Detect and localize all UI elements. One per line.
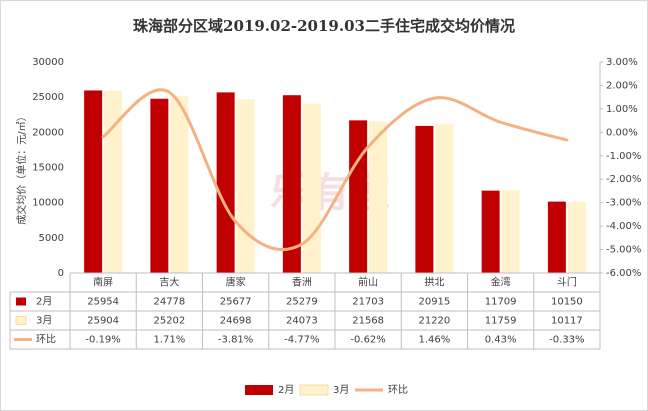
x-tick-label: 唐家 (226, 276, 246, 289)
bar (369, 121, 388, 273)
y-tick-label: 15000 (32, 163, 64, 174)
table-cell: 11709 (485, 297, 517, 308)
y-axis-label: 成交均价（单位：元/㎡） (15, 111, 28, 224)
table-cell: 25904 (87, 316, 119, 327)
y2-tick-label: -1.00% (606, 151, 641, 162)
bar (216, 92, 235, 274)
table-cell: 24698 (220, 316, 252, 327)
bar (501, 190, 520, 273)
bar (104, 90, 123, 273)
table-cell: 24073 (286, 316, 318, 327)
y2-tick-label: -5.00% (606, 245, 641, 256)
y-tick-label: 5000 (39, 233, 64, 244)
y2-tick-label: -3.00% (606, 198, 641, 209)
bar (84, 90, 103, 273)
table-cell: 1.71% (153, 335, 185, 346)
table-cell: 21703 (352, 297, 384, 308)
table-cell: 24778 (153, 297, 185, 308)
y2-tick-label: 1.00% (606, 104, 638, 115)
x-tick-label: 吉大 (159, 276, 179, 289)
legend-key (245, 385, 273, 395)
table-legend-key (16, 297, 26, 306)
legend-label: 2月 (278, 384, 294, 396)
table-cell: 1.46% (418, 335, 450, 346)
x-tick-label: 香洲 (292, 277, 312, 289)
table-row-label: 环比 (36, 334, 56, 346)
legend-label: 环比 (388, 384, 408, 396)
bar (302, 103, 321, 273)
x-tick-label: 南屏 (93, 276, 113, 289)
bar (236, 99, 255, 273)
legend-key (299, 384, 329, 396)
y-tick-label: 10000 (32, 198, 64, 209)
table-cell: 25677 (220, 297, 252, 308)
bar (282, 95, 301, 273)
bar (349, 120, 368, 274)
table-cell: -0.62% (350, 335, 385, 346)
bar (170, 95, 189, 273)
y2-tick-label: -6.00% (606, 268, 641, 279)
table-cell: -4.77% (284, 335, 319, 346)
table-cell: 11759 (485, 316, 517, 327)
table-legend-key (15, 316, 27, 325)
y-tick-label: 20000 (32, 127, 64, 138)
y-tick-label: 25000 (32, 92, 64, 103)
y2-tick-label: -4.00% (606, 221, 641, 232)
y2-tick-label: 3.00% (606, 57, 638, 68)
table-cell: 10150 (551, 297, 583, 308)
bar (481, 190, 500, 273)
legend-label: 3月 (333, 384, 349, 396)
table-row-label: 2月 (36, 296, 52, 308)
table-cell: 25954 (87, 297, 119, 308)
x-tick-label: 金湾 (491, 276, 511, 289)
table-cell: 21568 (352, 316, 384, 327)
table-cell: -0.33% (549, 335, 584, 346)
table-cell: 21220 (418, 316, 450, 327)
y-tick-label: 30000 (32, 57, 64, 68)
table-cell: 0.43% (485, 335, 517, 346)
y2-tick-label: 0.00% (606, 127, 638, 138)
table-cell: 25279 (286, 297, 318, 308)
x-tick-label: 拱北 (424, 276, 444, 289)
bar (547, 201, 566, 273)
y2-tick-label: -2.00% (606, 174, 641, 185)
y2-tick-label: 2.00% (606, 80, 638, 91)
chart-title: 珠海部分区域2019.02-2019.03二手住宅成交均价情况 (133, 17, 515, 35)
table-cell: 10117 (551, 316, 583, 327)
bar (435, 123, 454, 273)
y-tick-label: 0 (58, 268, 64, 279)
bar (150, 98, 169, 274)
x-tick-label: 前山 (358, 276, 378, 289)
line (101, 88, 569, 252)
table-cell: -0.19% (85, 335, 120, 346)
table-cell: 25202 (153, 316, 185, 327)
bar (415, 125, 434, 274)
table-row-label: 3月 (36, 315, 52, 327)
bar (567, 201, 586, 273)
table-cell: -3.81% (218, 335, 253, 346)
table-cell: 20915 (418, 297, 450, 308)
x-tick-label: 斗门 (557, 276, 577, 289)
